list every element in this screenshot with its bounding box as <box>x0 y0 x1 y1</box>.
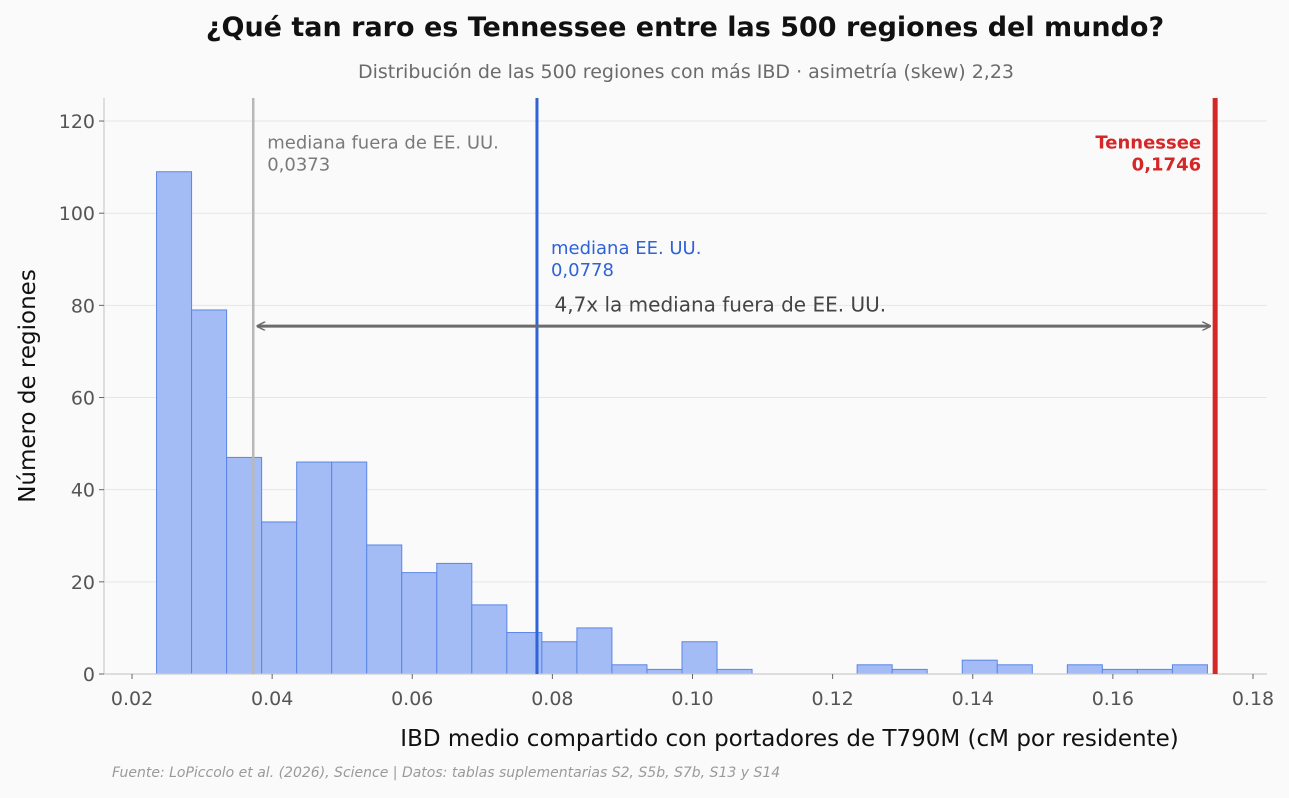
y-tick-label: 0 <box>83 664 95 686</box>
y-axis-label: Número de regiones <box>15 269 41 503</box>
histogram-bar <box>436 562 473 675</box>
x-tick-label: 0.02 <box>111 688 153 710</box>
histogram-bar <box>681 641 718 675</box>
histogram-bar <box>156 171 193 675</box>
y-tick-label: 20 <box>71 572 95 594</box>
x-axis-label: IBD medio compartido con portadores de T… <box>400 726 1178 752</box>
histogram-bar <box>996 664 1033 675</box>
histogram-bar <box>611 664 648 675</box>
source-note: Fuente: LoPiccolo et al. (2026), Science… <box>112 765 781 781</box>
x-tick-label: 0.06 <box>391 688 433 710</box>
histogram-bar <box>191 309 228 675</box>
histogram-bar <box>471 604 508 675</box>
histogram-bar <box>891 668 928 675</box>
x-tick-label: 0.16 <box>1092 688 1134 710</box>
chart-title: ¿Qué tan raro es Tennessee entre las 500… <box>205 12 1165 43</box>
y-tick-label: 120 <box>59 111 95 133</box>
x-tick-label: 0.08 <box>531 688 573 710</box>
histogram-bar <box>1101 668 1138 675</box>
y-tick-label: 100 <box>59 203 95 225</box>
histogram-bar <box>961 659 998 675</box>
x-tick-label: 0.18 <box>1232 688 1274 710</box>
x-tick-label: 0.10 <box>671 688 713 710</box>
histogram-bar <box>296 461 333 675</box>
histogram-bar <box>401 572 438 675</box>
histogram-bar <box>576 627 613 675</box>
ref-label-median-outside-us-value: 0,0373 <box>267 154 330 175</box>
histogram-bar <box>1066 664 1103 675</box>
histogram-bar <box>856 664 893 675</box>
y-tick-label: 60 <box>71 388 95 410</box>
ref-label-tennessee-name: Tennessee <box>1095 132 1201 153</box>
y-tick-label: 80 <box>71 295 95 317</box>
histogram-bar <box>1171 664 1208 675</box>
histogram-bar <box>541 641 578 675</box>
histogram-bar <box>261 521 298 675</box>
x-tick-label: 0.12 <box>811 688 853 710</box>
x-tick-label: 0.04 <box>251 688 293 710</box>
ref-label-median-us-value: 0,0778 <box>551 260 614 281</box>
y-tick-label: 40 <box>71 480 95 502</box>
histogram-bar <box>716 668 753 675</box>
ref-label-median-outside-us-name: mediana fuera de EE. UU. <box>267 132 499 153</box>
histogram-bar <box>331 461 368 675</box>
ref-label-median-us-name: mediana EE. UU. <box>551 238 702 259</box>
x-tick-label: 0.14 <box>952 688 994 710</box>
histogram-bar <box>226 456 263 675</box>
ratio-arrow-label: 4,7x la mediana fuera de EE. UU. <box>554 292 886 316</box>
ref-label-tennessee-value: 0,1746 <box>1132 154 1201 175</box>
chart-subtitle: Distribución de las 500 regiones con más… <box>357 61 1015 83</box>
histogram-bar <box>646 668 683 675</box>
histogram-bar <box>366 544 403 675</box>
histogram-bar <box>1136 668 1173 675</box>
